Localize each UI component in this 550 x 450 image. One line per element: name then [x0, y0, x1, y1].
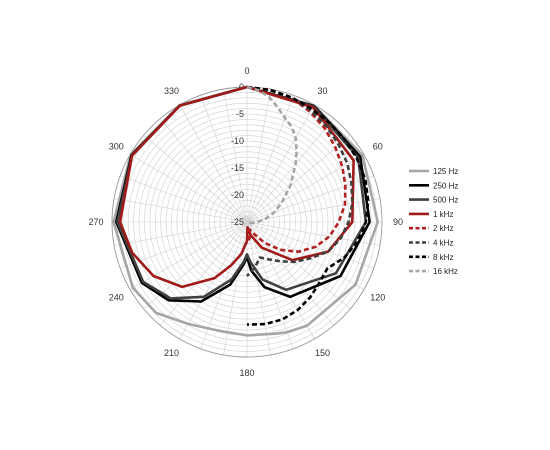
series-lines — [112, 85, 379, 337]
series-line-125-hz — [112, 85, 379, 337]
grid-spoke — [113, 221, 248, 246]
legend-label: 500 Hz — [433, 196, 458, 205]
grid-ring — [198, 173, 296, 271]
legend-label: 16 kHz — [433, 267, 458, 276]
radius-tick-label: -20 — [231, 190, 244, 200]
grid-ring — [160, 135, 334, 309]
grid-spoke — [159, 118, 248, 223]
polar-grid — [111, 86, 383, 358]
angle-tick-label: 300 — [109, 142, 124, 152]
grid-ring — [176, 151, 318, 293]
legend-label: 125 Hz — [433, 167, 458, 176]
series-line-16-khz — [246, 85, 298, 225]
grid-spoke — [246, 88, 271, 223]
grid-spoke — [246, 104, 315, 223]
radius-tick-label: -25 — [231, 217, 244, 227]
grid-spoke — [246, 154, 365, 223]
radius-tick-label: 0 — [239, 82, 244, 92]
angle-tick-label: 150 — [315, 348, 330, 358]
radius-tick-label: -15 — [231, 163, 244, 173]
angle-tick-label: 180 — [239, 368, 254, 378]
grid-spoke — [246, 221, 271, 356]
series-line-1-khz — [118, 85, 355, 289]
angle-tick-label: 270 — [88, 217, 103, 227]
grid-spoke — [246, 95, 294, 223]
angle-tick-label: 240 — [109, 293, 124, 303]
grid-spoke — [159, 221, 248, 326]
grid-ring — [171, 146, 323, 298]
grid-spoke — [246, 221, 374, 269]
grid-spoke — [246, 221, 315, 340]
legend-label: 250 Hz — [433, 181, 458, 190]
grid-spoke — [246, 221, 351, 310]
legend-label: 2 kHz — [433, 224, 453, 233]
grid-spoke — [223, 88, 248, 223]
grid-spoke — [113, 198, 248, 223]
angle-tick-label: 30 — [317, 86, 327, 96]
grid-spoke — [246, 134, 351, 223]
grid-ring — [154, 129, 340, 315]
grid-ring — [138, 113, 356, 331]
legend: 125 Hz 250 Hz 500 Hz 1 kHz 2 kHz 4 kHz 8 kHz 16… — [409, 167, 458, 276]
grid-spoke — [129, 154, 248, 223]
grid-spoke — [129, 221, 248, 290]
grid-spoke — [179, 221, 248, 340]
grid-ring — [165, 140, 329, 304]
grid-spoke — [120, 221, 248, 269]
series-line-2-khz — [245, 85, 347, 253]
radius-tick-label: -10 — [231, 136, 244, 146]
legend-label: 4 kHz — [433, 239, 453, 248]
grid-ring — [181, 156, 313, 288]
grid-ring — [149, 124, 345, 320]
angle-tick-label: 0 — [244, 66, 249, 76]
grid-spoke — [143, 134, 248, 223]
series-line-500-hz — [116, 85, 368, 300]
radius-tick-labels: 0 -5 -10 -15 -20 -25 — [231, 82, 244, 227]
angle-tick-label: 330 — [164, 86, 179, 96]
grid-spoke — [246, 198, 381, 223]
angle-tick-labels: 0 30 60 90 120 150 180 210 240 270 300 330 — [88, 66, 403, 378]
grid-ring — [219, 194, 275, 250]
series-line-8-khz — [246, 85, 370, 326]
grid-ring — [122, 97, 372, 347]
angle-tick-label: 210 — [164, 348, 179, 358]
angle-tick-label: 60 — [373, 142, 383, 152]
grid-spoke — [246, 118, 335, 223]
radius-tick-label: -5 — [236, 109, 244, 119]
grid-spoke — [246, 221, 294, 349]
grid-ring — [187, 162, 307, 282]
grid-spoke — [120, 175, 248, 223]
grid-spoke — [179, 104, 248, 223]
legend-label: 8 kHz — [433, 253, 453, 262]
grid-ring — [203, 178, 291, 266]
series-line-4-khz — [246, 85, 354, 277]
angle-tick-label: 90 — [393, 217, 403, 227]
angle-tick-label: 120 — [370, 293, 385, 303]
legend-label: 1 kHz — [433, 210, 453, 219]
grid-spoke — [200, 95, 248, 223]
